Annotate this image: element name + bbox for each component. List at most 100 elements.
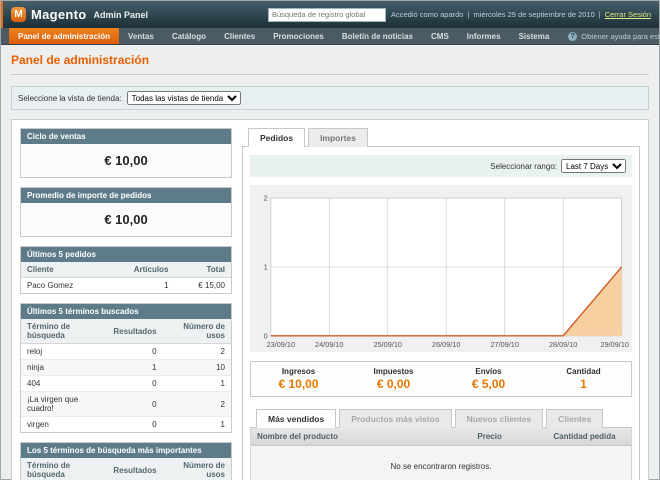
last-search-terms-box: Últimos 5 términos buscados Término de b… bbox=[20, 303, 232, 433]
table-body: Paco Gomez 1 € 15,00 bbox=[21, 277, 231, 293]
header-row: Cliente Artículos Total bbox=[21, 262, 231, 278]
total-envios: Envíos € 5,00 bbox=[441, 367, 536, 391]
average-orders-value: € 10,00 bbox=[21, 203, 231, 236]
grid-tab-mas-vendidos[interactable]: Más vendidos bbox=[256, 409, 337, 428]
col-resultados: Resultados bbox=[107, 458, 163, 480]
total-label: Cantidad bbox=[566, 367, 601, 376]
svg-text:23/09/10: 23/09/10 bbox=[267, 340, 295, 349]
range-label: Seleccionar rango: bbox=[490, 161, 557, 171]
right-column: Pedidos Importes Seleccionar rango: Last … bbox=[242, 128, 640, 480]
separator: | bbox=[467, 10, 470, 19]
nav-tab-catalogo[interactable]: Catálogo bbox=[171, 31, 207, 41]
cell: 0 bbox=[107, 391, 163, 417]
nav-tab-informes[interactable]: Informes bbox=[466, 31, 501, 41]
box-title: Promedio de importe de pedidos bbox=[21, 188, 231, 203]
svg-text:25/09/10: 25/09/10 bbox=[374, 340, 402, 349]
range-select[interactable]: Last 7 Days bbox=[561, 159, 626, 173]
cell: 1 bbox=[107, 359, 163, 376]
left-column: Ciclo de ventas € 10,00 Promedio de impo… bbox=[20, 128, 232, 480]
nav-tab-ventas[interactable]: Ventas bbox=[128, 31, 154, 41]
last-orders-box: Últimos 5 pedidos Cliente Artículos Total P… bbox=[20, 246, 232, 294]
dashboard-wrapper: Ciclo de ventas € 10,00 Promedio de impo… bbox=[11, 119, 649, 480]
nav-tab-promociones[interactable]: Promociones bbox=[273, 31, 324, 41]
nav-items: Panel de administración Ventas Catálogo Cli… bbox=[9, 28, 558, 44]
table-body: reloj 0 2 ninja 1 10 404 0 1 ¡La virgen que cuadr… bbox=[21, 343, 231, 432]
store-view-select[interactable]: Todas las vistas de tienda bbox=[126, 91, 241, 105]
store-view-bar: Seleccione la vista de tienda: Todas las… bbox=[11, 86, 649, 110]
store-view-label: Seleccione la vista de tienda: bbox=[18, 93, 122, 103]
header: M Magento Admin Panel Accedió como apard… bbox=[1, 1, 659, 28]
svg-text:27/09/10: 27/09/10 bbox=[490, 340, 518, 349]
logo-text: Magento bbox=[31, 7, 87, 22]
grid-col-nombre-del-producto: Nombre del producto bbox=[257, 432, 338, 441]
cell: 0 bbox=[107, 343, 163, 360]
range-bar: Seleccionar rango: Last 7 Days bbox=[250, 155, 632, 177]
separator: | bbox=[598, 10, 601, 19]
table-row[interactable]: Paco Gomez 1 € 15,00 bbox=[21, 277, 231, 293]
lifetime-sales-box: Ciclo de ventas € 10,00 bbox=[20, 128, 232, 178]
table-row[interactable]: virgen 0 1 bbox=[21, 416, 231, 432]
cell: ninja bbox=[21, 359, 108, 376]
svg-text:1: 1 bbox=[264, 263, 268, 272]
dashboard-panel: Seleccionar rango: Last 7 Days 0 1 2 23/09/… bbox=[242, 146, 640, 480]
diagram-tab-pedidos[interactable]: Pedidos bbox=[248, 128, 306, 147]
help-label: Obtener ayuda para esta página bbox=[581, 31, 660, 41]
bestsellers-grid: Nombre del producto Precio Cantidad pedida… bbox=[250, 428, 632, 480]
header-row: Término de búsqueda Resultados Número de u… bbox=[21, 458, 231, 480]
table-head: Cliente Artículos Total bbox=[21, 262, 231, 278]
cell: 10 bbox=[162, 359, 231, 376]
nav-tab-sistema[interactable]: Sistema bbox=[518, 31, 550, 41]
help-link[interactable]: ? Obtener ayuda para esta página bbox=[558, 28, 660, 44]
grid-tab-nuevos-clientes[interactable]: Nuevos clientes bbox=[454, 409, 544, 428]
nav-tab-boletin-de-noticias[interactable]: Boletín de noticias bbox=[341, 31, 413, 41]
svg-text:26/09/10: 26/09/10 bbox=[432, 340, 460, 349]
logged-in-as: Accedió como apardo bbox=[390, 10, 464, 19]
box-title: Últimos 5 pedidos bbox=[21, 247, 231, 262]
cell: € 15,00 bbox=[174, 277, 231, 293]
table-row[interactable]: ¡La virgen que cuadro! 0 2 bbox=[21, 391, 231, 417]
svg-text:0: 0 bbox=[264, 331, 268, 340]
cell: 0 bbox=[107, 416, 163, 432]
lifetime-sales-value: € 10,00 bbox=[21, 144, 231, 177]
totals-bar: Ingresos € 10,00 Impuestos € 0,00 Envíos € 5,… bbox=[250, 361, 632, 397]
total-impuestos: Impuestos € 0,00 bbox=[346, 367, 441, 391]
table-row[interactable]: 404 0 1 bbox=[21, 375, 231, 392]
dashboard-diagram-tabs: Pedidos Importes bbox=[242, 128, 640, 147]
cell: virgen bbox=[21, 416, 108, 432]
nav-tab-clientes[interactable]: Clientes bbox=[224, 31, 256, 41]
cell: 404 bbox=[21, 375, 108, 392]
diagram-tab-importes[interactable]: Importes bbox=[308, 128, 368, 147]
grid-header: Nombre del producto Precio Cantidad pedida bbox=[251, 428, 631, 446]
grid-tab-productos-mas-vistos[interactable]: Productos más vistos bbox=[339, 409, 452, 428]
logout-link[interactable]: Cerrar Sesión bbox=[604, 10, 651, 19]
total-value: 1 bbox=[580, 377, 587, 391]
total-value: € 0,00 bbox=[376, 377, 411, 391]
header-date: miércoles 29 de septiembre de 2010 bbox=[473, 10, 595, 19]
col-cliente: Cliente bbox=[21, 262, 107, 278]
box-title: Los 5 términos de búsqueda más important… bbox=[21, 443, 231, 458]
dashboard-grid-tabs: Más vendidos Productos más vistos Nuevos c… bbox=[250, 409, 632, 428]
table-row[interactable]: ninja 1 10 bbox=[21, 359, 231, 376]
table-row[interactable]: reloj 0 2 bbox=[21, 343, 231, 360]
col-numero-de-usos: Número de usos bbox=[162, 319, 231, 344]
nav-tab-cms[interactable]: CMS bbox=[431, 31, 449, 41]
cell: Paco Gomez bbox=[21, 277, 107, 293]
main-nav: Panel de administración Ventas Catálogo Cli… bbox=[1, 28, 660, 45]
global-search-input[interactable] bbox=[267, 7, 386, 22]
cell: 1 bbox=[162, 375, 231, 392]
header-row: Término de búsqueda Resultados Número de u… bbox=[21, 319, 231, 344]
svg-text:29/09/10: 29/09/10 bbox=[601, 340, 629, 349]
nav-tab-panel-de-administracion[interactable]: Panel de administración bbox=[9, 28, 120, 44]
grid-col-cantidad-pedida: Cantidad pedida bbox=[553, 432, 616, 441]
table-head: Término de búsqueda Resultados Número de u… bbox=[21, 319, 231, 344]
header-meta: Accedió como apardo | miércoles 29 de se… bbox=[391, 10, 651, 19]
cell: reloj bbox=[21, 343, 108, 360]
average-orders-box: Promedio de importe de pedidos € 10,00 bbox=[20, 187, 232, 237]
grid-tab-clientes[interactable]: Clientes bbox=[546, 409, 604, 428]
magento-logo-icon: M bbox=[11, 7, 26, 22]
last-orders-table: Cliente Artículos Total Paco Gomez 1 € 15,00 bbox=[21, 262, 231, 293]
page-title: Panel de administración bbox=[11, 53, 649, 75]
total-cantidad: Cantidad 1 bbox=[536, 367, 631, 391]
col-articulos: Artículos bbox=[106, 262, 175, 278]
box-title: Ciclo de ventas bbox=[21, 129, 231, 144]
